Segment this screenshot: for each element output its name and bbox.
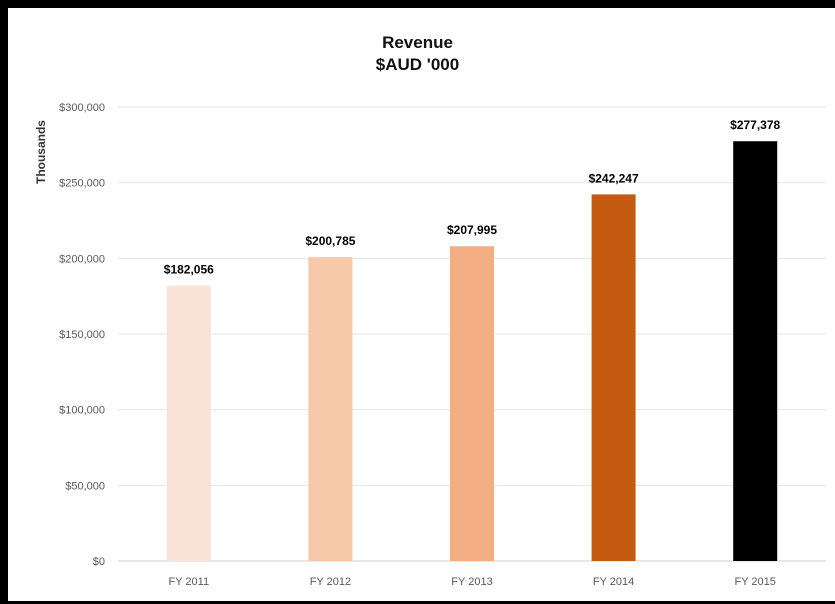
chart-subtitle: $AUD '000: [375, 55, 460, 74]
y-axis-tick-labels: $0 $50,000 $100,000 $150,000 $200,000 $250,00…: [59, 102, 105, 568]
bar: [166, 285, 211, 561]
y-tick-label: $50,000: [65, 480, 105, 492]
bar: [591, 194, 636, 561]
data-label: $182,056: [164, 262, 214, 276]
bar: [450, 246, 494, 561]
y-tick-label: $300,000: [59, 102, 105, 114]
chart-title: Revenue $AUD '000: [0, 32, 835, 76]
x-tick-label: FY 2014: [593, 576, 634, 588]
bar: [733, 141, 778, 561]
y-tick-label: $0: [93, 556, 105, 568]
data-label: $207,995: [447, 223, 497, 237]
y-axis-title: Thousands: [34, 120, 48, 184]
y-tick-label: $250,000: [59, 178, 105, 190]
data-label: $200,785: [305, 234, 355, 248]
data-label: $277,378: [730, 118, 780, 132]
x-tick-label: FY 2015: [735, 576, 776, 588]
y-tick-label: $150,000: [59, 329, 105, 341]
x-tick-label: FY 2013: [451, 576, 492, 588]
x-axis-tick-labels: FY 2011 FY 2012 FY 2013 FY 2014 FY 2015: [169, 576, 776, 588]
bar: [308, 257, 353, 561]
data-label: $242,247: [589, 171, 639, 185]
bars: [166, 141, 778, 561]
x-tick-label: FY 2012: [310, 576, 351, 588]
x-tick-label: FY 2011: [169, 576, 210, 588]
y-tick-label: $100,000: [59, 405, 105, 417]
data-labels: $182,056 $200,785 $207,995 $242,247 $277,378: [164, 118, 781, 276]
chart-title-main: Revenue: [382, 33, 453, 52]
y-tick-label: $200,000: [59, 253, 105, 265]
